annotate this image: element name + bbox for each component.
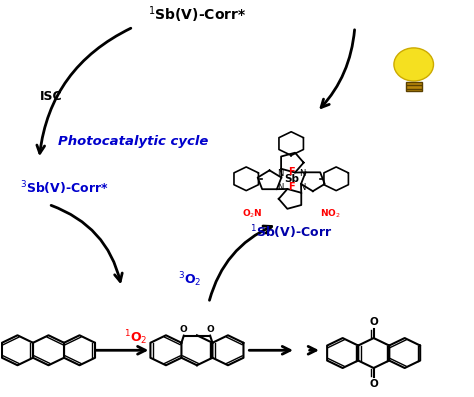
- Text: N: N: [277, 169, 283, 178]
- Text: N: N: [299, 169, 305, 178]
- Text: $^3$Sb(V)-Corr*: $^3$Sb(V)-Corr*: [20, 180, 109, 197]
- Text: Sb: Sb: [284, 174, 300, 184]
- Text: $^3$O$_2$: $^3$O$_2$: [178, 270, 201, 289]
- Text: F: F: [288, 182, 295, 192]
- Text: O: O: [369, 317, 378, 327]
- Text: O$_2$N: O$_2$N: [242, 207, 263, 220]
- Text: Photocatalytic cycle: Photocatalytic cycle: [58, 135, 209, 148]
- Circle shape: [394, 48, 434, 81]
- Text: $^1$Sb(V)-Corr: $^1$Sb(V)-Corr: [250, 223, 332, 241]
- Text: O: O: [369, 379, 378, 389]
- Text: N: N: [299, 183, 305, 192]
- Text: NO$_2$: NO$_2$: [320, 207, 340, 220]
- Text: ISC: ISC: [39, 89, 62, 102]
- Text: $^1$Sb(V)-Corr*: $^1$Sb(V)-Corr*: [148, 5, 246, 25]
- Text: F: F: [288, 167, 295, 177]
- Text: O: O: [180, 325, 187, 334]
- Text: $^1$O$_2$: $^1$O$_2$: [124, 328, 147, 347]
- Text: N: N: [277, 183, 283, 192]
- FancyBboxPatch shape: [406, 82, 422, 91]
- Text: O: O: [207, 325, 214, 334]
